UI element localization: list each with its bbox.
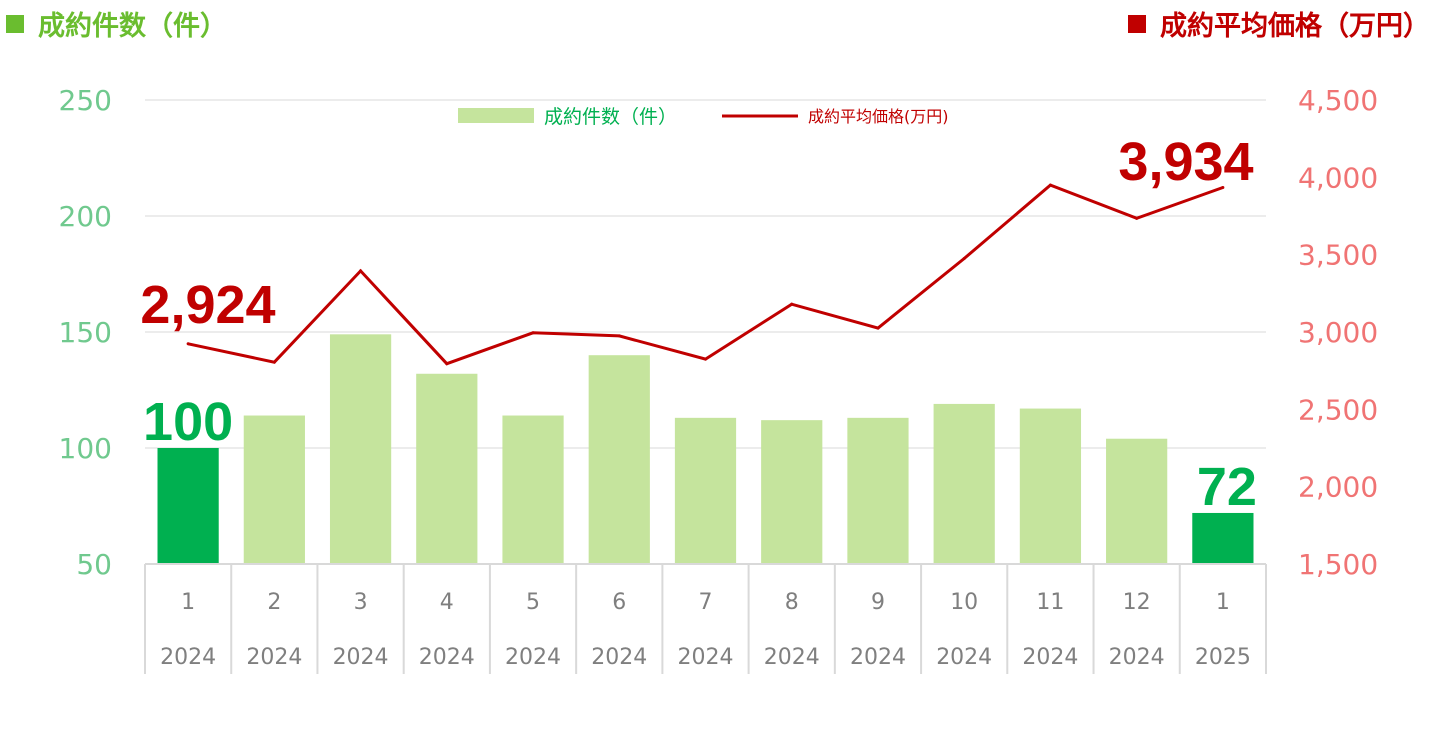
right-axis-title: 成約平均価格（万円） <box>1128 4 1430 43</box>
left-title-square-icon <box>6 14 24 33</box>
x-tick-year: 2024 <box>850 645 906 670</box>
bar-7 <box>674 417 737 564</box>
bar-13 <box>1192 512 1254 564</box>
price-point-13 <box>1221 186 1225 190</box>
x-tick-month: 8 <box>785 590 799 615</box>
legend-line-label: 成約平均価格(万円) <box>808 107 949 126</box>
left-axis-title: 成約件数（件） <box>6 4 227 43</box>
y-left-tick: 200 <box>59 200 112 233</box>
bar-2 <box>243 415 305 564</box>
x-tick-year: 2025 <box>1195 645 1251 670</box>
x-tick-month: 3 <box>354 590 368 615</box>
price-point-7 <box>704 357 707 361</box>
x-tick-year: 2024 <box>1109 645 1165 670</box>
callout-first-count: 100 <box>143 392 233 452</box>
right-title-text: 成約平均価格（万円） <box>1160 11 1430 42</box>
y-left-tick: 250 <box>59 84 112 117</box>
bar-11 <box>1019 408 1082 564</box>
x-tick-month: 9 <box>871 590 885 615</box>
price-point-11 <box>1048 183 1052 187</box>
legend-bar-swatch <box>458 108 534 123</box>
y-right-tick: 4,000 <box>1298 161 1378 194</box>
x-tick-year: 2024 <box>678 645 734 670</box>
y-right-tick: 4,500 <box>1298 84 1378 117</box>
x-tick-month: 7 <box>699 590 713 615</box>
price-point-3 <box>359 269 363 273</box>
x-tick-month: 1 <box>181 590 195 615</box>
y-left-tick: 150 <box>59 316 112 349</box>
bar-12 <box>1106 438 1168 564</box>
bar-3 <box>329 334 392 564</box>
price-point-6 <box>617 334 621 338</box>
legend: 成約件数（件） 成約平均価格(万円) <box>458 106 949 128</box>
x-tick-year: 2024 <box>505 645 561 670</box>
y-right-tick: 3,000 <box>1298 316 1378 349</box>
price-point-4 <box>445 362 449 366</box>
y-right-tick: 2,500 <box>1298 393 1378 426</box>
x-tick-year: 2024 <box>936 645 992 670</box>
price-point-12 <box>1135 216 1139 220</box>
bar-6 <box>588 355 650 564</box>
y-left-tick: 100 <box>59 432 112 465</box>
x-tick-month: 1 <box>1216 590 1230 615</box>
callouts: 100 72 2,924 3,934 <box>140 132 1256 517</box>
x-tick-month: 10 <box>950 590 978 615</box>
price-point-5 <box>531 331 535 335</box>
x-tick-month: 12 <box>1123 590 1151 615</box>
y-right-tick: 3,500 <box>1298 239 1378 272</box>
right-title-square-icon <box>1128 14 1146 33</box>
x-tick-month: 11 <box>1036 590 1064 615</box>
callout-last-count: 72 <box>1197 457 1257 517</box>
gridlines <box>145 99 1266 449</box>
price-point-9 <box>876 326 880 330</box>
bar-4 <box>416 373 478 564</box>
legend-bar-label: 成約件数（件） <box>544 106 677 128</box>
bar-5 <box>502 415 564 564</box>
x-tick-year: 2024 <box>160 645 216 670</box>
x-tick-month: 6 <box>612 590 626 615</box>
x-tick-year: 2024 <box>419 645 475 670</box>
x-tick-year: 2024 <box>591 645 647 670</box>
bar-1 <box>157 448 219 564</box>
x-tick-year: 2024 <box>246 645 302 670</box>
line-series <box>186 183 1225 366</box>
price-point-10 <box>962 257 966 261</box>
x-tick-month: 2 <box>267 590 281 615</box>
left-title-text: 成約件数（件） <box>38 11 227 42</box>
callout-last-price: 3,934 <box>1118 132 1253 192</box>
y-left-tick: 50 <box>76 548 112 581</box>
x-tick-month: 5 <box>526 590 540 615</box>
bar-9 <box>847 417 909 564</box>
bar-series <box>157 334 1254 564</box>
price-point-1 <box>186 342 190 346</box>
y-right-tick: 2,000 <box>1298 471 1378 504</box>
x-tick-month: 4 <box>440 590 454 615</box>
x-tick-year: 2024 <box>333 645 389 670</box>
y-right-tick: 1,500 <box>1298 548 1378 581</box>
x-tick-year: 2024 <box>764 645 820 670</box>
price-point-2 <box>272 360 276 364</box>
axes: 50 100 150 200 250 1,500 2,000 2,500 3,000 3,500 4… <box>59 84 1378 674</box>
callout-first-price: 2,924 <box>140 275 275 335</box>
x-tick-year: 2024 <box>1022 645 1078 670</box>
price-point-8 <box>790 302 794 306</box>
bar-8 <box>761 420 823 564</box>
bar-10 <box>933 403 995 564</box>
